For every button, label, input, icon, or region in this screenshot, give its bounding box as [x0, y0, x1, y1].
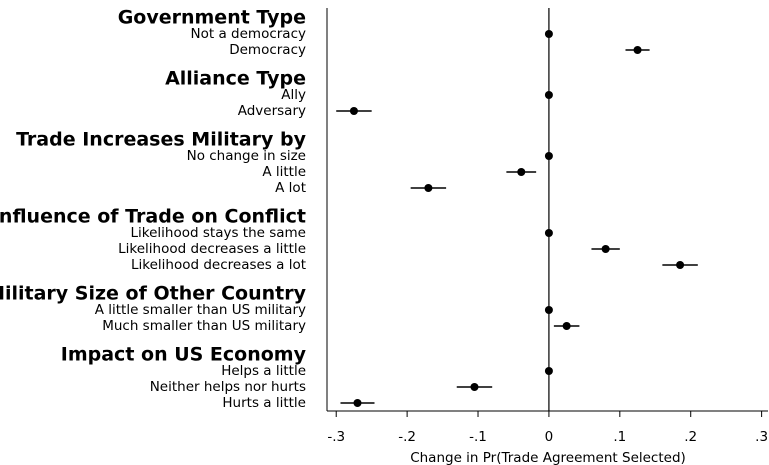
group-header: Alliance Type [165, 68, 306, 90]
row-label: Neither helps nor hurts [150, 379, 306, 395]
row-label: Not a democracy [191, 26, 306, 42]
row-label: Likelihood decreases a lot [131, 257, 306, 273]
row-label: Democracy [229, 42, 306, 58]
group-header: Military Size of Other Country [0, 283, 307, 305]
group-header: Impact on US Economy [61, 344, 307, 366]
point [544, 229, 553, 237]
point [544, 30, 553, 38]
x-tick-label: .1 [613, 429, 626, 445]
x-axis-label: Change in Pr(Trade Agreement Selected) [410, 450, 686, 465]
row-label: A little smaller than US military [95, 302, 306, 318]
point [353, 399, 362, 407]
group-header: Trade Increases Military by [16, 129, 307, 151]
x-tick-label: -.1 [469, 429, 487, 445]
point [544, 367, 553, 375]
row-label: Helps a little [221, 363, 306, 379]
row-label: Hurts a little [222, 395, 306, 411]
row-label: Likelihood stays the same [131, 225, 306, 241]
point [562, 322, 571, 330]
point [517, 168, 526, 176]
x-tick-label: .3 [755, 429, 768, 445]
x-tick-label: 0 [545, 429, 554, 445]
point [470, 383, 479, 391]
point [349, 107, 358, 115]
point [544, 152, 553, 160]
point [601, 245, 610, 253]
row-label: Adversary [238, 103, 306, 119]
point [424, 184, 433, 192]
group-header: Influence of Trade on Conflict [0, 206, 306, 228]
point [544, 306, 553, 314]
row-label: Likelihood decreases a little [118, 241, 306, 257]
x-tick-label: -.2 [398, 429, 416, 445]
row-label: A lot [275, 180, 306, 196]
row-label: No change in size [187, 148, 306, 164]
point [544, 91, 553, 99]
row-label: A little [262, 164, 306, 180]
point [676, 261, 685, 269]
x-tick-label: -.3 [327, 429, 345, 445]
row-label: Ally [281, 87, 306, 103]
x-tick-label: .2 [684, 429, 697, 445]
point [633, 46, 642, 54]
group-header: Government Type [118, 7, 306, 29]
row-label: Much smaller than US military [102, 318, 306, 334]
